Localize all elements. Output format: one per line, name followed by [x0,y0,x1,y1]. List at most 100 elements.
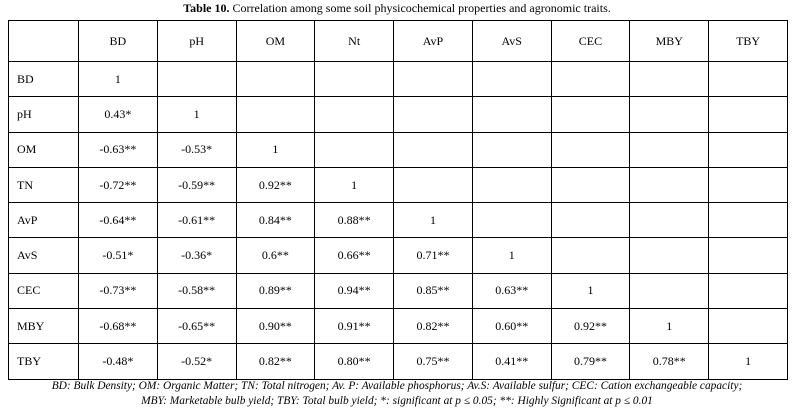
table-cell [550,237,631,274]
table-cell [629,60,710,98]
table-cell [550,166,631,204]
table-cell [708,272,788,310]
table-cell: -0.68** [78,308,158,345]
table-cell [471,166,552,204]
footnote-line-1: BD: Bulk Density; OM: Organic Matter; TN… [51,380,743,392]
table-cell [393,60,473,98]
table-cell [708,308,788,345]
row-header: BD [8,60,79,98]
table-cell: 0.66** [314,237,395,274]
table-cell: 1 [78,60,158,98]
table-cell: -0.51* [78,237,158,274]
table-cell [471,60,552,98]
table-caption-label: Table 10. [183,1,230,15]
row-header: CEC [8,272,79,310]
table-caption: Table 10. Correlation among some soil ph… [0,0,794,17]
table-cell: 1 [156,96,237,133]
table-cell: -0.52* [156,343,237,380]
table-row: pH 0.43* 1 [8,96,788,133]
row-header: OM [8,131,79,168]
table-cell [550,96,631,133]
column-header: AvP [393,20,473,62]
table-row: BD 1 [8,60,788,98]
table-cell [629,202,710,239]
table-header-row: BD pH OM Nt AvP AvS CEC MBY TBY [8,20,788,62]
table-row: TBY -0.48* -0.52* 0.82** 0.80** 0.75** 0.41** 0… [8,343,788,380]
table-cell: 0.88** [314,202,395,239]
table-cell [550,60,631,98]
column-header: CEC [550,20,631,62]
table-cell [314,131,395,168]
table-cell [629,237,710,274]
table-cell: -0.48* [78,343,158,380]
table-cell: -0.53* [156,131,237,168]
table-cell: 0.78** [629,343,710,380]
table-cell [393,166,473,204]
table-cell: 0.94** [314,272,395,310]
table-footnote: BD: Bulk Density; OM: Organic Matter; TN… [0,379,794,409]
table-cell: -0.59** [156,166,237,204]
table-cell: 0.85** [393,272,473,310]
table-row: AvP -0.64** -0.61** 0.84** 0.88** 1 [8,202,788,239]
table-cell: 0.92** [235,166,316,204]
table-cell: 0.63** [471,272,552,310]
table-cell: 0.79** [550,343,631,380]
row-header: AvS [8,237,79,274]
column-header: BD [78,20,158,62]
table-cell [314,96,395,133]
table-body: BD 1 pH 0.43* 1 OM -0.63** -0.53* 1 TN -0.72** -0.5… [8,60,788,380]
table-row: CEC -0.73** -0.58** 0.89** 0.94** 0.85** 0.63*… [8,272,788,310]
row-header: pH [8,96,79,133]
table-cell: -0.73** [78,272,158,310]
table-cell: 0.89** [235,272,316,310]
table-cell: 1 [629,308,710,345]
table-cell [629,272,710,310]
table-cell [156,60,237,98]
table-cell: 0.82** [393,308,473,345]
column-header: AvS [471,20,552,62]
table-cell [471,131,552,168]
table-cell [471,202,552,239]
column-header: pH [156,20,237,62]
table-cell: 0.91** [314,308,395,345]
table-cell [314,60,395,98]
corner-cell [8,20,79,62]
table-cell [235,60,316,98]
table-cell: 0.84** [235,202,316,239]
table-cell: 1 [393,202,473,239]
column-header: OM [235,20,316,62]
table-cell: 0.90** [235,308,316,345]
correlation-table: BD pH OM Nt AvP AvS CEC MBY TBY BD 1 pH 0.43* 1 OM -0.… [8,20,788,380]
table-cell [629,131,710,168]
table-cell: 1 [550,272,631,310]
footnote-line-2: MBY: Marketable bulb yield; TBY: Total b… [141,395,653,407]
table-cell: -0.36* [156,237,237,274]
table-cell [393,96,473,133]
table-cell: 1 [235,131,316,168]
column-header: MBY [629,20,710,62]
table-cell: 0.43* [78,96,158,133]
table-cell: -0.63** [78,131,158,168]
table-row: AvS -0.51* -0.36* 0.6** 0.66** 0.71** 1 [8,237,788,274]
table-cell [629,96,710,133]
table-row: MBY -0.68** -0.65** 0.90** 0.91** 0.82** 0.60*… [8,308,788,345]
table-cell: 0.82** [235,343,316,380]
table-cell: 0.41** [471,343,552,380]
table-cell [708,96,788,133]
table-cell: -0.61** [156,202,237,239]
table-cell [393,131,473,168]
table-cell [708,60,788,98]
table-cell: 0.60** [471,308,552,345]
table-cell: -0.64** [78,202,158,239]
table-cell: 0.71** [393,237,473,274]
table-cell: -0.72** [78,166,158,204]
table-cell [708,237,788,274]
table-cell [708,131,788,168]
table-cell: -0.65** [156,308,237,345]
row-header: MBY [8,308,79,345]
table-cell: 1 [314,166,395,204]
row-header: TBY [8,343,79,380]
table-cell [629,166,710,204]
table-cell: 1 [708,343,788,380]
table-cell [550,131,631,168]
